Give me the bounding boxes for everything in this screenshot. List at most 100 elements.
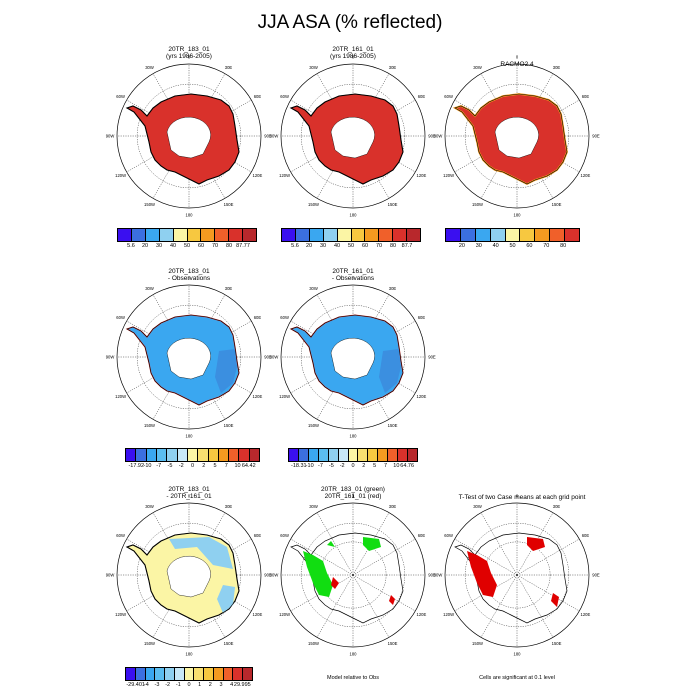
meridian-line xyxy=(352,538,416,576)
longitude-label: 90W xyxy=(270,573,279,578)
polar-map-p3: 0 30E 60E 90E 120E 150E 180 150W 120W 90W 60W 30W xyxy=(434,55,600,218)
colorbar-tick-label: 64.76 xyxy=(400,463,415,469)
longitude-label: 60E xyxy=(418,315,426,320)
longitude-label: 60W xyxy=(444,533,453,538)
coastline xyxy=(126,93,240,185)
colorbar-swatch xyxy=(135,668,146,680)
longitude-label: 150W xyxy=(472,641,483,646)
colorbar-tick-label: 1 xyxy=(198,682,202,688)
longitude-label: 150W xyxy=(308,641,319,646)
colorbar-tick-label: -10 xyxy=(305,463,314,469)
colorbar-tick-label: -5 xyxy=(167,463,173,469)
longitude-label: 30E xyxy=(389,504,397,509)
longitude-label: 60E xyxy=(254,533,262,538)
colorbar-tick-label: 60 xyxy=(361,243,369,249)
latitude-ring xyxy=(300,522,406,628)
longitude-label: 150E xyxy=(224,202,234,207)
colorbar-tick-label: 40 xyxy=(492,243,499,249)
longitude-label: 60E xyxy=(418,533,426,538)
colorbar-labels-p4: -17.92 -10 -7 -5 -2 0 2 5 7 10 64.42 xyxy=(125,463,260,471)
longitude-label: 30E xyxy=(225,65,233,70)
colorbar-swatch xyxy=(490,229,506,241)
panel-title-p2: 20TR_161_01 (yrs 1986-2005) xyxy=(268,46,438,60)
colorbar-tick-label: 87.7 xyxy=(401,243,413,249)
meridian-line xyxy=(480,512,518,576)
colorbar-tick-label: 70 xyxy=(543,243,550,249)
longitude-label: 60E xyxy=(254,315,262,320)
colorbar-swatch xyxy=(379,229,394,241)
panel-title-p9: T-Test of two Case means at each grid po… xyxy=(432,494,612,501)
colorbar-tick-label: -29.401 xyxy=(126,682,145,688)
polar-gap xyxy=(330,116,375,159)
longitude-label: 0 xyxy=(352,276,355,281)
negative-anomaly-region xyxy=(379,349,401,393)
colorbar-labels-p2: 5.6 20 30 40 50 60 70 80 87.7 xyxy=(281,243,421,251)
colorbar-tick-label: 2 xyxy=(202,463,206,469)
colorbar-tick-label: -3 xyxy=(154,682,160,688)
panel-title-line2: 20TR_161_01 (red) xyxy=(324,493,382,500)
coastline xyxy=(290,314,404,406)
negative-diff-region xyxy=(217,585,235,613)
colorbar-swatch xyxy=(309,229,324,241)
colorbar-swatch xyxy=(295,229,310,241)
colorbar-tick-label: 5 xyxy=(213,463,217,469)
longitude-label: 30W xyxy=(145,504,154,509)
longitude-label: 150W xyxy=(144,202,155,207)
longitude-label: 30E xyxy=(225,286,233,291)
significant-cells xyxy=(389,595,395,605)
colorbar-p1 xyxy=(117,228,257,242)
longitude-label: 150E xyxy=(388,202,398,207)
meridian-line xyxy=(516,574,580,612)
panel-title-p5: 20TR_161_01 - Observations xyxy=(268,268,438,282)
panel-title-line1: 20TR_183_01 xyxy=(168,46,210,53)
longitude-label: 0 xyxy=(516,55,519,60)
polar-gap xyxy=(494,116,539,159)
colorbar-swatch xyxy=(407,229,421,241)
polar-gap xyxy=(330,337,375,380)
longitude-label: 180 xyxy=(350,434,358,439)
panel-title-p7: 20TR_183_01 - 20TR_161_01 xyxy=(104,486,274,500)
colorbar-tick-label: 2 xyxy=(208,682,212,688)
colorbar-swatch xyxy=(388,449,399,461)
colorbar-swatch xyxy=(215,229,230,241)
colorbar-p3 xyxy=(445,228,580,242)
colorbar-tick-label: 40 xyxy=(169,243,177,249)
longitude-label: 30W xyxy=(309,286,318,291)
colorbar-tick-label: 20 xyxy=(305,243,313,249)
colorbar-tick-label: -7 xyxy=(156,463,162,469)
colorbar-tick-label: 20 xyxy=(458,243,465,249)
colorbar-tick-label: 20 xyxy=(141,243,149,249)
latitude-ring xyxy=(136,522,242,628)
colorbar-tick-label: 0 xyxy=(190,463,195,469)
colorbar-tick-label: -1 xyxy=(175,682,181,688)
colorbar-tick-label: 60 xyxy=(197,243,205,249)
longitude-label: 30W xyxy=(309,504,318,509)
colorbar-swatch xyxy=(167,449,178,461)
colorbar-swatch xyxy=(201,229,216,241)
longitude-label: 60W xyxy=(280,94,289,99)
colorbar-tick-label: -4 xyxy=(143,682,149,688)
longitude-label: 120W xyxy=(279,173,290,178)
longitude-label: 60W xyxy=(444,94,453,99)
longitude-label: 0 xyxy=(352,494,355,499)
colorbar-tick-label: 60 xyxy=(526,243,533,249)
colorbar-swatch xyxy=(358,449,369,461)
colorbar-swatch xyxy=(229,229,244,241)
colorbar-tick-label: -10 xyxy=(143,463,152,469)
colorbar-swatch xyxy=(243,229,257,241)
colorbar-swatch xyxy=(328,449,339,461)
colorbar-swatch xyxy=(298,449,309,461)
colorbar-swatch xyxy=(194,668,205,680)
latitude-ring xyxy=(464,83,570,189)
longitude-label: 0 xyxy=(188,276,191,281)
colorbar-swatch xyxy=(348,449,359,461)
polar-gap xyxy=(166,116,211,159)
longitude-label: 0 xyxy=(352,55,355,60)
colorbar-swatch xyxy=(159,229,174,241)
longitude-label: 30E xyxy=(389,65,397,70)
colorbar-tick-label: 70 xyxy=(375,243,383,249)
colorbar-tick-label: 64.42 xyxy=(241,463,256,469)
colorbar-swatch xyxy=(177,449,188,461)
longitude-label: 90E xyxy=(428,134,436,139)
colorbar-tick-label: 2 xyxy=(362,463,366,469)
